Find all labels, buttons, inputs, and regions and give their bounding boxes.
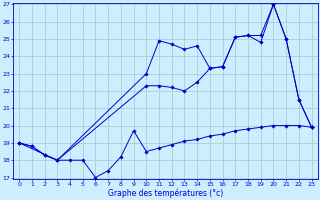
X-axis label: Graphe des températures (°c): Graphe des températures (°c) <box>108 188 223 198</box>
